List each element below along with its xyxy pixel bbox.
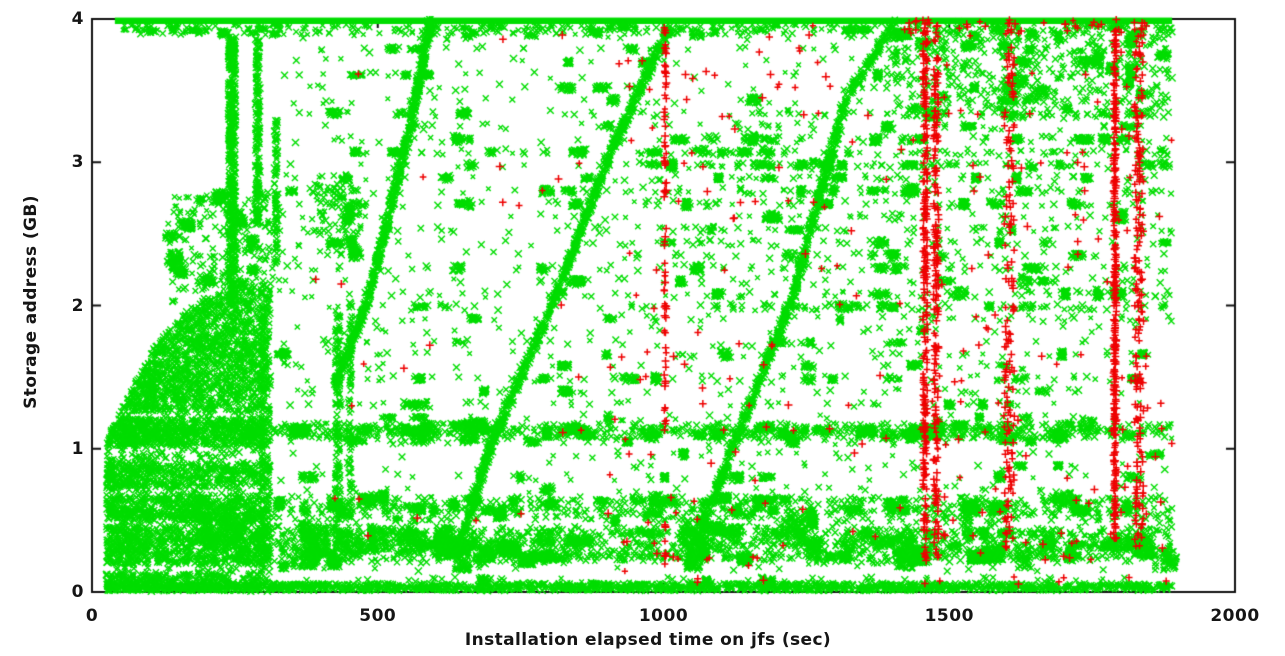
y-tick-label: 1: [71, 438, 84, 459]
y-tick-label: 0: [71, 582, 84, 602]
x-tick-label: 1500: [924, 606, 974, 626]
y-tick-label: 4: [71, 9, 84, 29]
x-tick-label: 1000: [638, 606, 689, 626]
x-axis-title: Installation elapsed time on jfs (sec): [464, 630, 832, 650]
x-tick-label: 500: [359, 606, 397, 626]
x-tick-label: 2000: [1210, 606, 1260, 626]
y-tick-label: 2: [71, 295, 84, 316]
y-tick-label: 3: [71, 152, 84, 173]
y-axis-title: Storage address (GB): [21, 195, 41, 409]
x-tick-label: 0: [85, 606, 99, 626]
